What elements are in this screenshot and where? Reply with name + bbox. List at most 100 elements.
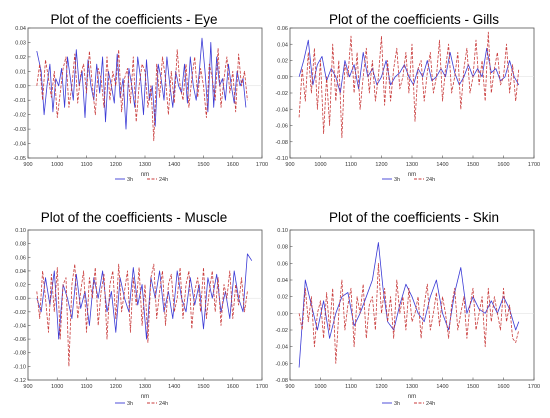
y-tick-label: 0.10: [277, 228, 288, 234]
y-tick-label: 0.06: [277, 26, 288, 32]
y-tick-label: -0.04: [13, 142, 26, 148]
y-tick-label: 0.04: [277, 278, 288, 284]
y-tick-label: 0.02: [277, 59, 288, 65]
x-tick-label: 900: [285, 162, 294, 168]
y-tick-label: 0.00: [277, 311, 288, 317]
y-tick-label: -0.12: [13, 378, 26, 384]
chart-title: Plot of the coefficients - Eye: [50, 12, 217, 27]
y-tick-label: -0.04: [275, 345, 288, 351]
x-tick-label: 900: [23, 162, 32, 168]
x-tick-label: 1000: [51, 384, 63, 390]
x-tick-label: 900: [23, 384, 32, 390]
x-axis-label: nm: [408, 172, 416, 178]
y-tick-label: 0.08: [277, 245, 288, 251]
x-tick-label: 1100: [81, 162, 93, 168]
y-tick-label: 0.00: [15, 296, 26, 302]
y-tick-label: 0.10: [15, 228, 26, 234]
y-tick-label: -0.02: [275, 91, 288, 97]
series-line-24h: [298, 31, 520, 139]
y-tick-label: -0.03: [13, 127, 26, 133]
series-line-24h: [36, 263, 248, 367]
y-tick-label: 0.01: [15, 69, 26, 75]
x-tick-label: 1500: [467, 162, 479, 168]
y-tick-label: 0.03: [15, 40, 26, 46]
y-tick-label: 0.06: [15, 255, 26, 261]
x-tick-label: 1500: [467, 384, 479, 390]
legend-label-3h: 3h: [127, 401, 133, 407]
x-tick-label: 1300: [406, 162, 418, 168]
y-tick-label: -0.10: [275, 156, 288, 162]
x-tick-label: 1200: [375, 162, 387, 168]
x-tick-label: 1600: [227, 162, 239, 168]
series-line-24h: [36, 47, 248, 142]
legend: 3h 24h: [115, 401, 168, 407]
series-line-3h: [36, 253, 253, 340]
x-tick-label: 1400: [168, 384, 180, 390]
y-tick-label: 0.06: [277, 261, 288, 267]
legend: 3h 24h: [382, 177, 435, 183]
legend-label-3h: 3h: [127, 177, 133, 183]
x-tick-label: 1500: [197, 162, 209, 168]
chart-panel-1: Plot of the coefficients - Eye -0.05 -0.04…: [13, 12, 268, 183]
x-tick-label: 1200: [375, 384, 387, 390]
chart-panel-3: Plot of the coefficients - Muscle -0.12 -0…: [13, 210, 268, 407]
y-tick-label: -0.10: [13, 364, 26, 370]
series-line-24h: [298, 262, 520, 364]
y-tick-label: 0.02: [15, 283, 26, 289]
y-tick-label: 0.04: [15, 269, 26, 275]
plot-frame: [27, 229, 263, 381]
chart-panel-2: Plot of the coefficients - Gills -0.10 -0.…: [275, 12, 540, 183]
x-tick-label: 1600: [497, 162, 509, 168]
x-tick-label: 1100: [81, 384, 93, 390]
y-tick-label: -0.08: [275, 140, 288, 146]
chart-panel-4: Plot of the coefficients - Skin -0.08 -0.0…: [275, 210, 540, 407]
x-axis-label: nm: [141, 172, 149, 178]
y-tick-label: -0.08: [13, 351, 26, 357]
y-tick-label: 0.02: [15, 55, 26, 61]
y-tick-label: -0.06: [13, 337, 26, 343]
chart-title: Plot of the coefficients - Muscle: [41, 210, 228, 225]
x-tick-label: 1000: [314, 162, 326, 168]
legend-label-3h: 3h: [394, 401, 400, 407]
legend: 3h 24h: [115, 177, 168, 183]
x-tick-label: 1300: [139, 162, 151, 168]
x-tick-label: 1700: [528, 384, 540, 390]
x-tick-label: 1700: [528, 162, 540, 168]
x-tick-label: 1400: [436, 384, 448, 390]
legend-label-3h: 3h: [394, 177, 400, 183]
y-tick-label: -0.05: [13, 156, 26, 162]
x-axis-label: nm: [408, 394, 416, 400]
y-tick-label: 0.02: [277, 295, 288, 301]
x-tick-label: 1300: [406, 384, 418, 390]
y-tick-label: -0.06: [275, 124, 288, 130]
legend-label-24h: 24h: [426, 401, 435, 407]
x-tick-label: 900: [285, 384, 294, 390]
x-tick-label: 1100: [345, 162, 357, 168]
y-tick-label: -0.08: [275, 378, 288, 384]
y-tick-label: 0.00: [277, 75, 288, 81]
x-tick-label: 1400: [168, 162, 180, 168]
legend-label-24h: 24h: [159, 401, 168, 407]
x-tick-label: 1700: [256, 162, 268, 168]
y-tick-label: -0.02: [13, 310, 26, 316]
x-tick-label: 1200: [110, 384, 122, 390]
x-axis-label: nm: [141, 394, 149, 400]
y-tick-label: -0.02: [275, 328, 288, 334]
y-tick-label: 0.00: [15, 84, 26, 90]
x-tick-label: 1600: [497, 384, 509, 390]
x-tick-label: 1500: [197, 384, 209, 390]
y-tick-label: -0.04: [275, 107, 288, 113]
x-tick-label: 1300: [139, 384, 151, 390]
y-tick-label: 0.04: [277, 42, 288, 48]
y-tick-label: -0.02: [13, 113, 26, 119]
y-tick-label: -0.06: [275, 361, 288, 367]
y-tick-label: -0.04: [13, 323, 26, 329]
y-tick-label: 0.08: [15, 242, 26, 248]
x-tick-label: 1100: [345, 384, 357, 390]
x-tick-label: 1000: [314, 384, 326, 390]
chart-title: Plot of the coefficients - Gills: [329, 12, 499, 27]
legend-label-24h: 24h: [159, 177, 168, 183]
y-tick-label: -0.01: [13, 98, 26, 104]
x-tick-label: 1000: [51, 162, 63, 168]
